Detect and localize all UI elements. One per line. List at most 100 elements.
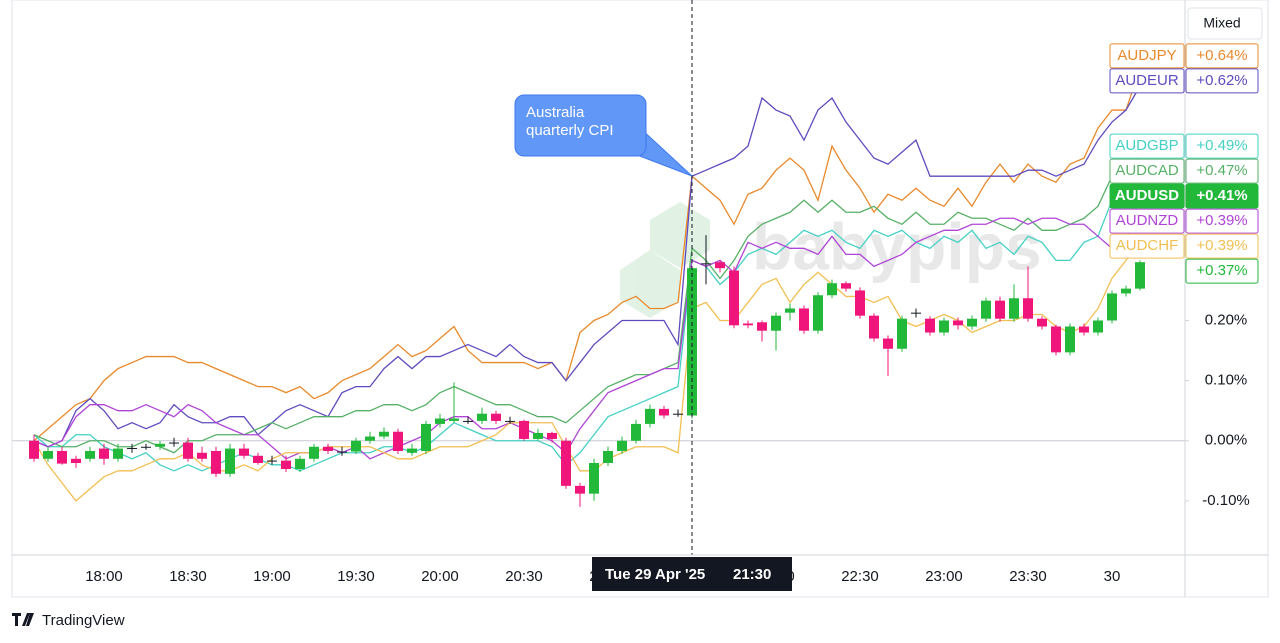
price-badge: AUDEUR +0.62% (1109, 68, 1259, 94)
candle-body (197, 452, 207, 459)
badge-value-box (1185, 233, 1259, 259)
candle-body (155, 443, 165, 447)
candle-body (491, 413, 501, 421)
candle-body (1009, 298, 1019, 319)
candle-body (71, 458, 81, 464)
x-tick-label: 30 (1104, 568, 1121, 585)
x-tick-label: 20:30 (505, 568, 543, 585)
badge-value: +0.39% (1196, 237, 1247, 254)
candle-body (267, 460, 277, 462)
candle-body (1121, 288, 1131, 294)
badge-value-box (1185, 258, 1259, 284)
badge-value-box (1185, 158, 1259, 184)
badge-value: +0.62% (1196, 72, 1247, 89)
price-badge: AUDNZD +0.39% (1109, 208, 1259, 234)
callout: Australia quarterly CPI (526, 104, 614, 139)
badge-value-box (1185, 208, 1259, 234)
candle-body (211, 450, 221, 474)
x-tick-label: 20:00 (421, 568, 459, 585)
badge-name-box (1109, 43, 1185, 69)
candle-body (365, 436, 375, 441)
candle-body (617, 440, 627, 451)
brand-logo (12, 613, 34, 626)
series-line (33, 67, 1141, 442)
interval-button-label[interactable]: Mixed (1203, 15, 1240, 31)
y-tick-label: 0.20% (1205, 311, 1248, 328)
candle-body (1093, 320, 1103, 333)
candle-body (869, 315, 879, 339)
candle-body (295, 458, 305, 470)
badge-name-box (1109, 133, 1185, 159)
badge-name-box (1109, 68, 1185, 94)
candle-body (477, 413, 487, 421)
candle-body (743, 323, 753, 326)
badge-name-box (1109, 233, 1185, 259)
candle-body (687, 268, 697, 416)
candle-body (981, 300, 991, 319)
series-line (33, 85, 1141, 448)
candle-body (967, 318, 977, 327)
crosshair-time: 21:30 (733, 566, 771, 583)
badge-name: AUDUSD (1115, 187, 1179, 204)
candle-body (463, 420, 473, 422)
candle-body (99, 448, 109, 459)
candle-body (575, 485, 585, 494)
price-badge: AUDCAD +0.47% (1109, 158, 1259, 184)
candle-body (953, 320, 963, 326)
candle-body (547, 432, 557, 439)
candle-body (589, 463, 599, 494)
candle-body (939, 320, 949, 333)
candle-body (897, 318, 907, 349)
badge-name-box (1109, 183, 1185, 209)
badge-name-box (1109, 208, 1185, 234)
price-badge: AUDGBP +0.49% (1109, 133, 1259, 159)
series-line (33, 157, 1141, 454)
x-tick-label: 23:00 (925, 568, 963, 585)
x-tick-label: 18:00 (85, 568, 123, 585)
candle-body (1135, 262, 1145, 289)
badge-name: AUDGBP (1115, 137, 1178, 154)
candle-body (351, 440, 361, 452)
y-tick-label: 0.10% (1205, 372, 1248, 389)
candle-body (785, 308, 795, 313)
badge-name: AUDNZD (1116, 212, 1179, 229)
badge-value-box (1185, 183, 1259, 209)
watermark-logo (620, 250, 680, 318)
series-line (33, 217, 1141, 460)
candle-body (911, 312, 921, 314)
candle-body (113, 448, 123, 459)
badge-value: +0.49% (1196, 137, 1247, 154)
price-badge: AUDUSD +0.41% (1109, 183, 1259, 209)
x-tick-label: 18:30 (169, 568, 207, 585)
candle-body (421, 423, 431, 451)
interval-button[interactable] (1187, 7, 1263, 40)
candle-body (855, 290, 865, 316)
badge-name: AUDEUR (1115, 72, 1179, 89)
candle-body (883, 338, 893, 349)
price-badge: +0.37% (1185, 258, 1259, 284)
badge-value-box (1185, 133, 1259, 159)
candle-body (1037, 318, 1047, 327)
crosshair-date: Tue 29 Apr '25 (605, 566, 705, 583)
candle-body (43, 450, 53, 459)
badge-name: AUDJPY (1117, 47, 1176, 64)
badge-name: AUDCAD (1115, 162, 1179, 179)
candle-body (29, 440, 39, 459)
candle-body (183, 442, 193, 459)
candle-body (1107, 293, 1117, 321)
x-tick-label: 19:00 (253, 568, 291, 585)
candle-body (715, 262, 725, 269)
candle-body (85, 450, 95, 459)
candle-body (631, 423, 641, 441)
candle-body (1051, 326, 1061, 353)
candle-body (57, 450, 67, 464)
candle-body (337, 451, 347, 453)
badge-value: +0.39% (1196, 212, 1247, 229)
y-tick-label: 0.00% (1205, 432, 1248, 449)
candle-body (799, 308, 809, 331)
candle-body (841, 283, 851, 289)
candle-body (673, 413, 683, 415)
badge-value: +0.41% (1196, 187, 1247, 204)
